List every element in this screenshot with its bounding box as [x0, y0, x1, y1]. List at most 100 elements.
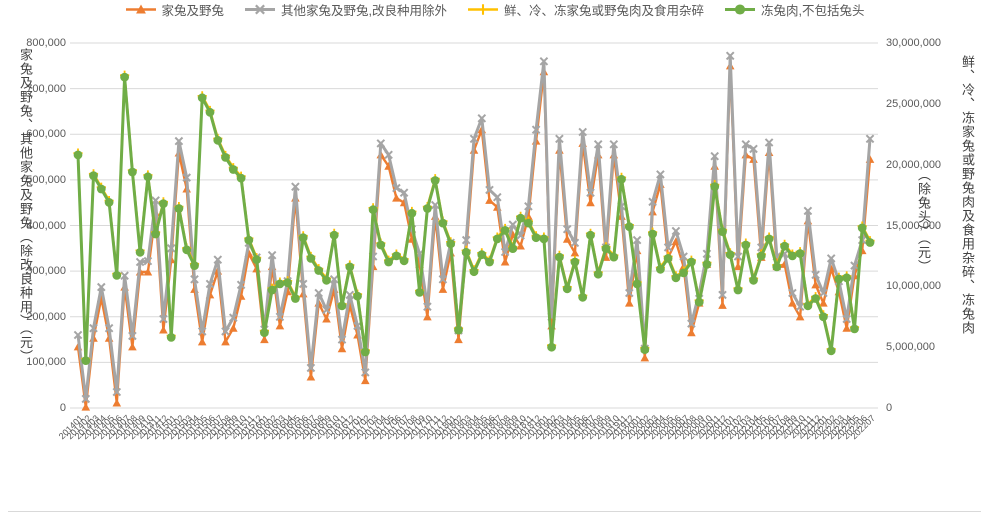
- triangle-marker: [392, 193, 401, 202]
- circle-marker: [174, 204, 184, 213]
- circle-marker: [788, 251, 797, 261]
- x-marker: [151, 196, 160, 205]
- triangle-marker: [229, 323, 238, 332]
- circle-marker: [291, 294, 300, 303]
- right-axis-tick: 10,000,000: [886, 280, 942, 293]
- circle-marker: [112, 271, 122, 280]
- x-marker: [671, 226, 681, 236]
- x-marker: [555, 134, 564, 144]
- circle-marker: [531, 233, 541, 243]
- circle-marker: [430, 176, 440, 185]
- circle-marker: [353, 291, 362, 301]
- triangle-marker: [788, 298, 797, 307]
- x-marker: [749, 144, 758, 154]
- circle-marker: [679, 268, 688, 278]
- x-marker: [842, 314, 852, 324]
- left-axis-tick: 500,000: [26, 173, 66, 186]
- circle-marker: [694, 297, 704, 307]
- legend-item-fresh-cold-frozen-meat: 鲜、冷、冻家兔或野兔肉及食用杂碎: [467, 0, 704, 19]
- legend-item-rabbits: 家兔及野兔: [125, 0, 224, 19]
- x-marker: [314, 288, 324, 298]
- x-marker: [570, 238, 580, 248]
- triangle-marker: [485, 196, 494, 204]
- circle-marker: [500, 226, 510, 235]
- circle-marker: [384, 257, 393, 267]
- x-marker: [461, 235, 471, 245]
- triangle-marker: [842, 323, 851, 332]
- circle-marker: [407, 208, 417, 218]
- left-axis-tick: 400,000: [26, 219, 66, 232]
- x-marker: [609, 139, 619, 149]
- x-marker: [236, 280, 246, 290]
- x-marker: [624, 288, 634, 298]
- legend-item-frozen-rabbit-meat: 冻兔肉,不包括兔头: [724, 0, 865, 19]
- circle-marker: [143, 172, 153, 182]
- x-marker: [741, 139, 751, 149]
- triangle-marker: [516, 241, 525, 250]
- circle-marker: [182, 245, 192, 255]
- circle-marker: [314, 266, 324, 275]
- triangle-marker: [306, 372, 316, 381]
- x-marker: [477, 113, 487, 123]
- circle-marker: [221, 153, 230, 162]
- right-axis-tick: 15,000,000: [886, 219, 942, 232]
- circle-marker: [275, 279, 285, 289]
- circle-marker: [337, 301, 347, 311]
- left-axis-tick: 300,000: [26, 265, 66, 278]
- circle-marker: [213, 135, 223, 145]
- circle-marker: [89, 171, 98, 181]
- x-marker: [112, 387, 122, 397]
- triangle-marker: [197, 337, 207, 346]
- triangle-marker: [322, 314, 331, 323]
- x-marker: [360, 368, 370, 377]
- circle-marker: [81, 356, 91, 365]
- circle-marker: [492, 234, 502, 244]
- right-axis-tick: 20,000,000: [886, 158, 942, 171]
- circle-marker: [562, 284, 572, 294]
- circle-marker: [648, 229, 657, 239]
- circle-marker: [547, 342, 556, 352]
- circle-marker: [756, 251, 766, 261]
- circle-marker: [834, 274, 844, 284]
- left-axis-tick: 600,000: [26, 128, 66, 141]
- legend-label: 其他家兔及野兔,改良种用除外: [281, 4, 447, 18]
- legend-label: 冻兔肉,不包括兔头: [761, 4, 865, 18]
- circle-marker: [819, 312, 828, 322]
- circle-marker: [127, 167, 137, 177]
- x-marker: [733, 252, 743, 261]
- triangle-marker: [811, 280, 820, 289]
- x-marker: [73, 330, 83, 340]
- circle-marker: [96, 184, 106, 194]
- circle-marker: [632, 279, 642, 289]
- x-marker: [710, 151, 720, 161]
- x-marker: [632, 235, 642, 245]
- legend-x-marker-icon: [244, 3, 276, 16]
- right-axis-tick: 5,000,000: [886, 341, 935, 354]
- triangle-marker: [275, 321, 285, 330]
- circle-marker: [329, 230, 339, 240]
- triangle-marker: [112, 398, 122, 407]
- x-marker: [255, 4, 265, 15]
- x-marker: [826, 254, 836, 263]
- triangle-marker: [438, 285, 448, 293]
- circle-marker: [687, 257, 696, 267]
- x-marker: [104, 323, 114, 333]
- x-marker: [485, 185, 494, 195]
- x-marker: [399, 188, 409, 198]
- circle-marker: [734, 4, 746, 15]
- circle-marker: [524, 218, 533, 228]
- circle-marker: [780, 241, 789, 251]
- circle-marker: [741, 240, 751, 250]
- left-axis-tick: 100,000: [26, 356, 66, 369]
- triangle-marker: [337, 344, 347, 353]
- triangle-marker: [361, 376, 370, 385]
- x-marker: [81, 394, 91, 404]
- left-axis-tick: 0: [59, 402, 66, 414]
- triangle-marker: [570, 248, 580, 257]
- x-marker: [159, 314, 168, 324]
- left-axis-tick: 200,000: [26, 310, 66, 323]
- circle-marker: [702, 260, 712, 269]
- x-marker: [174, 136, 184, 146]
